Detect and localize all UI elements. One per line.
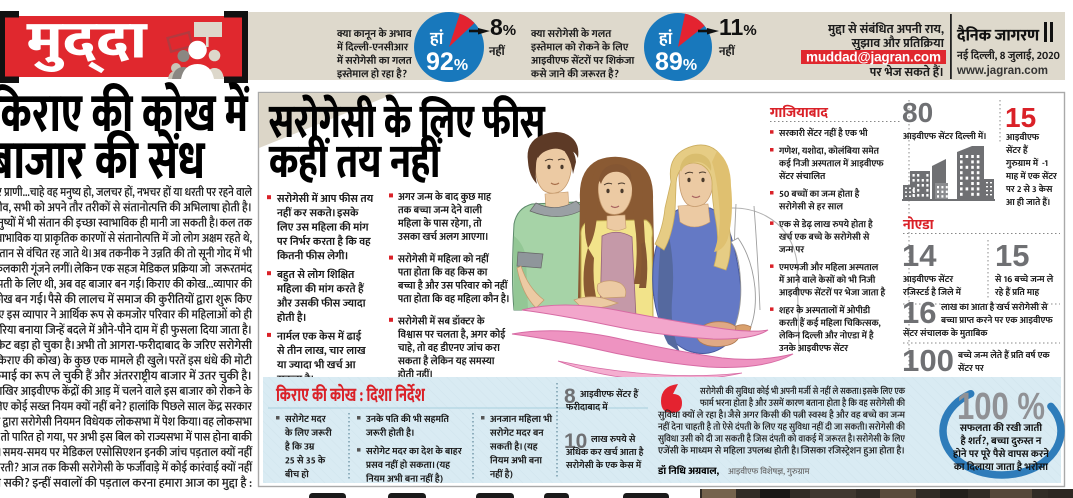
- svg-text:100: 100: [902, 343, 954, 378]
- svg-text:15: 15: [1005, 102, 1036, 133]
- svg-text:100 %: 100 %: [957, 386, 1045, 428]
- svg-text:80: 80: [902, 97, 933, 128]
- svg-text:14: 14: [902, 238, 937, 273]
- svg-text:16: 16: [902, 295, 936, 330]
- svg-text:15: 15: [995, 238, 1029, 273]
- svg-text:8: 8: [564, 385, 576, 408]
- svg-text:muddad@jagran.com: muddad@jagran.com: [806, 50, 941, 65]
- svg-text:10: 10: [564, 430, 587, 453]
- svg-text:www.jagran.com: www.jagran.com: [956, 65, 1048, 77]
